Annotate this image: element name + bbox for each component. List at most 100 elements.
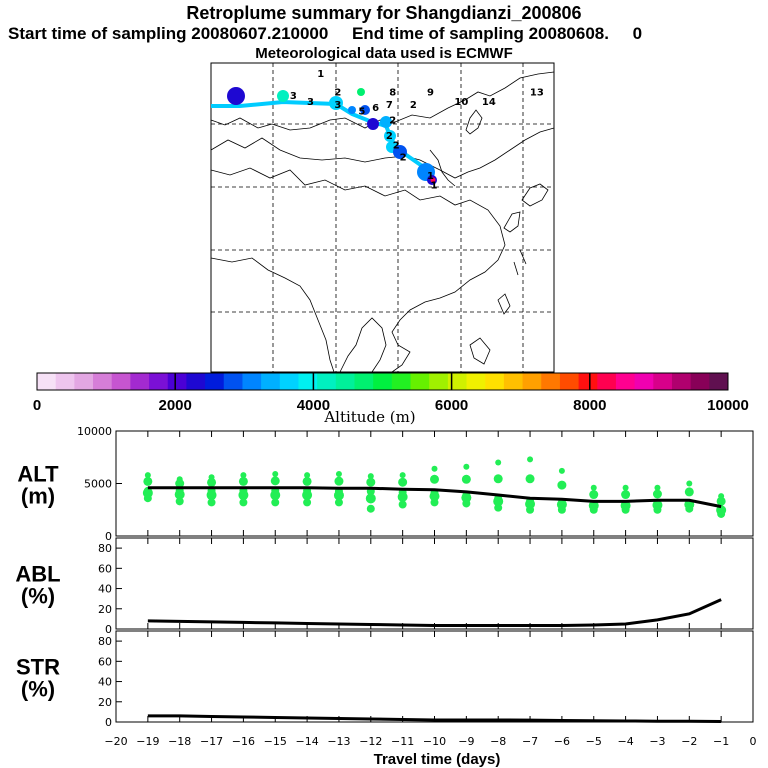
colorbar-swatch bbox=[503, 373, 524, 390]
map-label: 7 bbox=[386, 100, 393, 111]
colorbar-swatch bbox=[709, 373, 729, 390]
altitude-cloud-point bbox=[334, 476, 344, 486]
x-tick-label: −1 bbox=[713, 735, 729, 748]
colorbar-swatch bbox=[559, 373, 580, 390]
altitude-cloud-point bbox=[557, 505, 566, 514]
x-tick-label: −10 bbox=[423, 735, 446, 748]
map-label: 6 bbox=[372, 103, 379, 114]
panel-ylabel-unit: (%) bbox=[21, 677, 55, 702]
altitude-cloud-point bbox=[207, 498, 216, 507]
map-label: 9 bbox=[427, 88, 434, 99]
colorbar-swatch bbox=[485, 373, 505, 390]
altitude-cloud-point bbox=[366, 477, 376, 487]
colorbar-swatch bbox=[111, 373, 131, 390]
x-axis-label: Travel time (days) bbox=[374, 751, 501, 768]
map-label: 2 bbox=[389, 116, 396, 127]
altitude-cloud-point bbox=[461, 492, 472, 503]
y-tick-label: 40 bbox=[98, 676, 112, 689]
altitude-cloud-point bbox=[653, 505, 662, 514]
map-label: 1 bbox=[317, 69, 324, 80]
sampling-times: Start time of sampling 20080607.210000 E… bbox=[8, 24, 768, 44]
altitude-cloud-point bbox=[398, 477, 408, 487]
altitude-cloud-point bbox=[557, 480, 567, 490]
x-tick-label: −20 bbox=[104, 735, 127, 748]
map-gridlines bbox=[211, 63, 554, 372]
altitude-cloud-point bbox=[462, 499, 471, 508]
panel-ylabel-unit: (m) bbox=[21, 484, 55, 509]
x-tick-label: −9 bbox=[458, 735, 474, 748]
colorbar-swatch bbox=[317, 373, 337, 390]
altitude-cloud-point bbox=[335, 471, 342, 478]
altitude-cloud-point bbox=[272, 471, 279, 478]
panel-ylabel: ABL bbox=[15, 562, 60, 587]
colorbar-swatch bbox=[354, 373, 374, 390]
altitude-cloud-point bbox=[430, 474, 439, 484]
colorbar-swatch bbox=[690, 373, 710, 390]
colorbar-swatch bbox=[335, 373, 355, 390]
end-time: End time of sampling 20080608. 0 bbox=[351, 24, 643, 43]
colorbar-tick-label: 10000 bbox=[707, 397, 749, 414]
colorbar-swatch bbox=[242, 373, 262, 390]
panel-ylabel: ALT bbox=[17, 462, 59, 487]
altitude-cloud-point bbox=[526, 505, 535, 514]
altitude-cloud-point bbox=[238, 490, 249, 501]
altitude-cloud-point bbox=[525, 498, 536, 509]
colorbar-swatch bbox=[279, 373, 299, 390]
altitude-cloud-point bbox=[621, 505, 630, 514]
colorbar-swatch bbox=[391, 373, 412, 390]
station-marker bbox=[430, 177, 436, 183]
panel-ylabel-unit: (%) bbox=[21, 584, 55, 609]
cluster-marker bbox=[380, 116, 392, 128]
colorbar-swatch bbox=[74, 373, 94, 390]
map-label: 2 bbox=[393, 140, 400, 151]
abl-panel: 0 20 40 60 80 ABL(%) bbox=[15, 537, 754, 636]
colorbar-swatch bbox=[597, 373, 617, 390]
y-tick-label: 5000 bbox=[84, 478, 112, 491]
y-tick-label: 80 bbox=[98, 542, 112, 555]
altitude-cloud-point bbox=[143, 476, 153, 486]
x-tick-label: 0 bbox=[750, 735, 757, 748]
abl-line bbox=[147, 598, 722, 627]
colorbar-label: Altitude (m) bbox=[323, 408, 415, 426]
x-tick-label: −11 bbox=[391, 735, 414, 748]
altitude-cloud-point bbox=[240, 472, 247, 479]
colorbar-swatch bbox=[130, 373, 150, 390]
altitude-cloud-point bbox=[527, 456, 534, 463]
altitude-cloud-point bbox=[398, 500, 407, 509]
colorbar-swatch bbox=[37, 373, 57, 390]
altitude-cloud-point bbox=[271, 498, 280, 507]
x-tick-label: −2 bbox=[681, 735, 697, 748]
x-tick-label: −7 bbox=[522, 735, 538, 748]
altitude-cloud-point bbox=[206, 490, 217, 501]
altitude-cloud-point bbox=[367, 473, 374, 480]
map-label: 2 bbox=[410, 100, 417, 111]
cluster-marker bbox=[329, 96, 343, 110]
altitude-cloud-point bbox=[143, 494, 152, 503]
colorbar-swatch bbox=[186, 373, 206, 390]
altitude-cloud-point bbox=[399, 472, 406, 479]
altitude-cloud-point bbox=[495, 459, 502, 466]
y-tick-label: 60 bbox=[98, 655, 112, 668]
altitude-cloud-point bbox=[429, 491, 440, 502]
map-label: 3 bbox=[307, 97, 314, 108]
panel-frame bbox=[115, 630, 754, 723]
x-tick-label: −4 bbox=[617, 735, 633, 748]
altitude-cloud-point bbox=[431, 465, 438, 472]
altitude-cloud-point bbox=[652, 489, 662, 499]
y-tick-label: 0 bbox=[105, 623, 112, 636]
altitude-cloud-point bbox=[174, 489, 185, 500]
colorbar-swatch bbox=[410, 373, 430, 390]
altitude-cloud-point bbox=[589, 505, 598, 514]
y-tick-label: 0 bbox=[105, 530, 112, 543]
x-tick-label: −6 bbox=[554, 735, 570, 748]
cluster-marker bbox=[360, 105, 370, 115]
altitude-cloud-point bbox=[622, 484, 629, 491]
map-label: 1 bbox=[427, 171, 434, 182]
colorbar-swatch bbox=[93, 373, 113, 390]
y-tick-label: 80 bbox=[98, 635, 112, 648]
map-label: 3 bbox=[290, 91, 297, 102]
altitude-cloud-point bbox=[238, 476, 248, 486]
map-label: 3 bbox=[334, 100, 341, 111]
